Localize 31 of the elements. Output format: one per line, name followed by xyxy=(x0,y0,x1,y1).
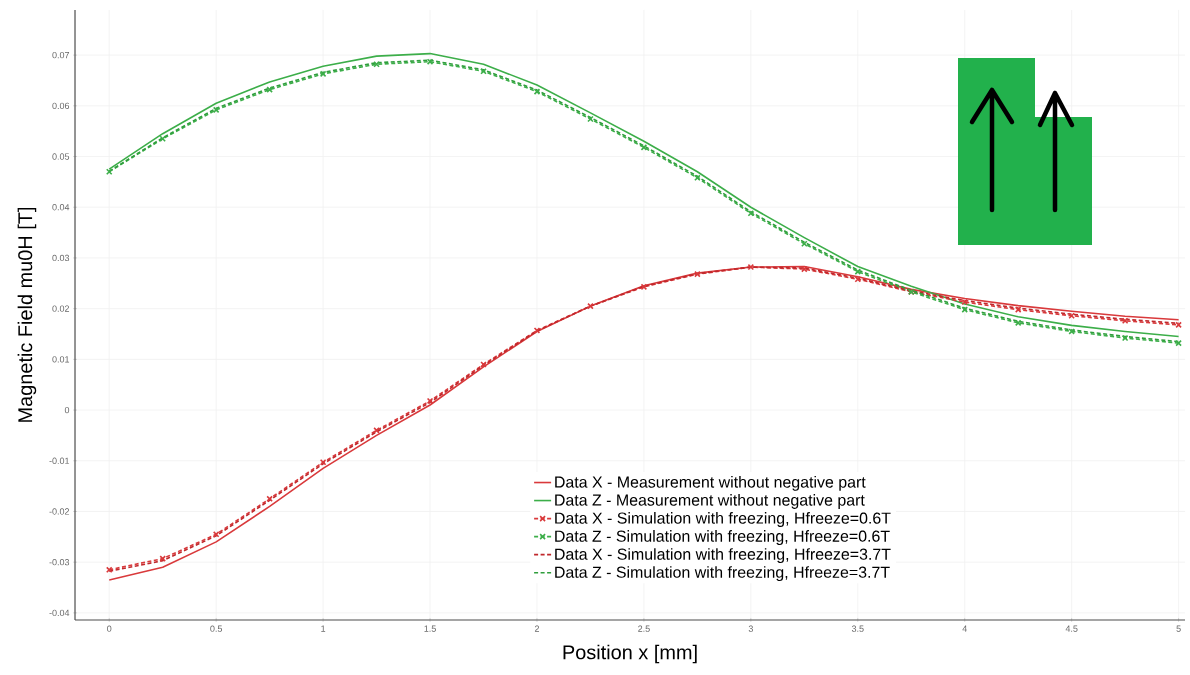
legend-label: Data Z - Simulation with freezing, Hfreeze=3.7T xyxy=(555,566,890,582)
x-tick-label: 2 xyxy=(534,625,540,632)
legend-label: Data Z - Simulation with freezing, Hfreeze=0.6T xyxy=(555,530,890,545)
y-tick-label: 0.02 xyxy=(52,305,70,312)
x-tick-label: 4.5 xyxy=(1065,625,1078,632)
x-tick-label: 1.5 xyxy=(424,625,436,632)
x-axis-title: Position x [mm] xyxy=(563,644,697,664)
x-tick-label: 0 xyxy=(107,625,112,632)
legend-label: Data X - Measurement without negative part xyxy=(555,476,866,491)
y-tick-label: -0.03 xyxy=(49,559,70,566)
legend-label: Data X - Simulation with freezing, Hfreeze=0.6T xyxy=(555,512,891,527)
x-tick-label: 2.5 xyxy=(638,625,650,632)
y-tick-label: 0.07 xyxy=(52,51,70,59)
y-tick-label: 0.05 xyxy=(52,153,70,160)
x-tick-label: 1 xyxy=(321,625,326,632)
y-tick-label: -0.02 xyxy=(49,508,70,515)
x-tick-label: 4 xyxy=(962,625,967,632)
x-tick-label: 0.5 xyxy=(210,625,223,632)
y-tick-label: -0.04 xyxy=(49,609,70,617)
y-tick-label: 0.06 xyxy=(52,102,70,109)
y-axis-title: Magnetic Field mu0H [T] xyxy=(17,207,37,422)
legend-label: Data Z - Measurement without negative part xyxy=(555,494,865,509)
x-tick-label: 5 xyxy=(1176,625,1181,632)
y-tick-label: -0.01 xyxy=(49,457,70,464)
y-tick-label: 0.03 xyxy=(52,254,70,262)
x-tick-label: 3.5 xyxy=(851,625,864,632)
x-tick-label: 3 xyxy=(748,625,753,632)
legend-label: Data X - Simulation with freezing, Hfreeze=3.7T xyxy=(555,548,891,563)
y-tick-label: 0 xyxy=(64,406,70,414)
y-tick-label: 0.01 xyxy=(52,356,70,363)
y-tick-label: 0.04 xyxy=(52,204,70,211)
